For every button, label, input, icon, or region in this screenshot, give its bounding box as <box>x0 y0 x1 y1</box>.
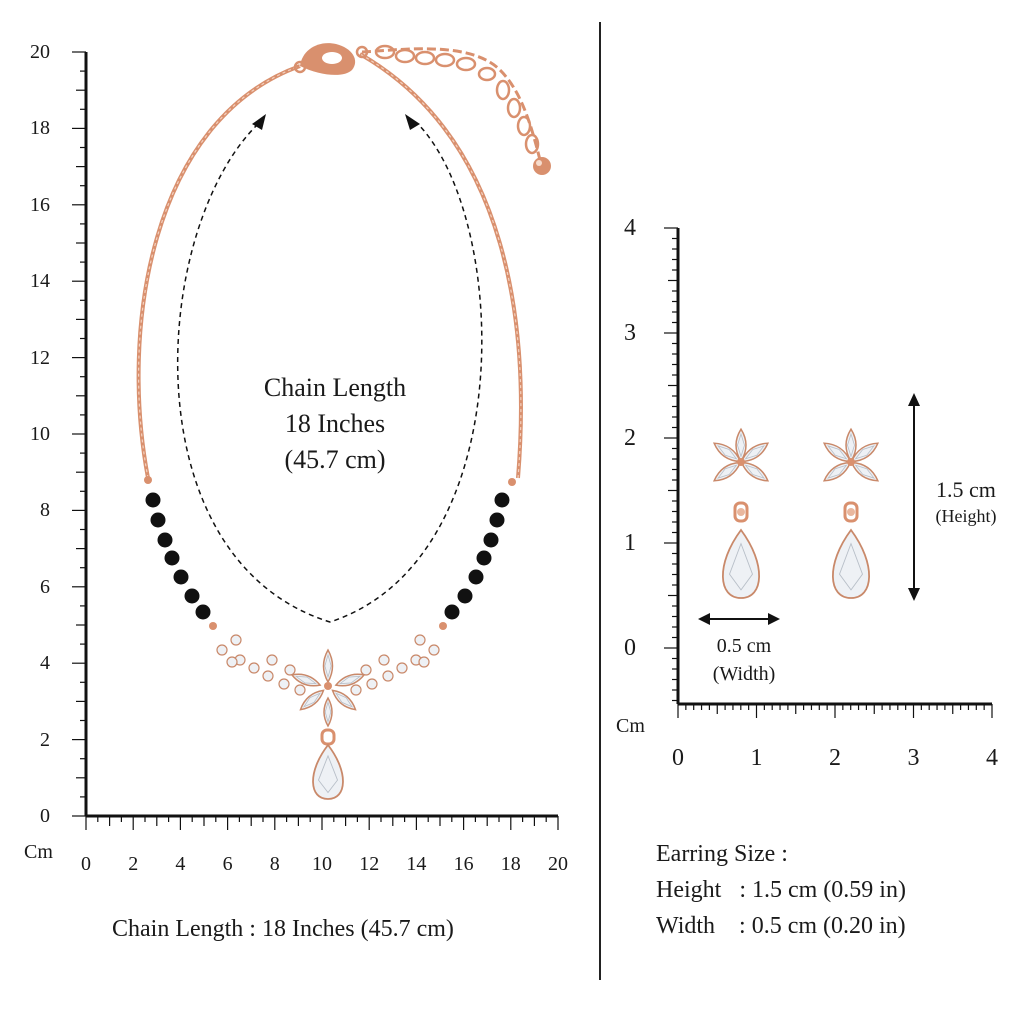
necklace-x-tick: 8 <box>269 853 280 875</box>
earring-width-sub: (Width) <box>712 663 776 685</box>
necklace-ruler <box>72 51 559 830</box>
earring-x-tick: 3 <box>907 745 920 771</box>
necklace-x-tick: 6 <box>222 853 233 875</box>
earring-y-tick: 1 <box>624 530 636 556</box>
lobster-clasp <box>293 43 369 75</box>
necklace-x-tick: 12 <box>359 853 380 875</box>
earring-x-tick: 0 <box>672 745 684 771</box>
black-beads <box>145 492 510 620</box>
chain-length-cm: (45.7 cm) <box>284 445 386 474</box>
earring-right <box>822 427 880 599</box>
necklace-y-tick: 4 <box>40 652 50 675</box>
chain-length-inches: 18 Inches <box>284 409 386 438</box>
earring-height-value: 1.5 cm <box>936 477 996 502</box>
necklace-x-tick: 4 <box>175 853 186 875</box>
necklace-x-tick: 2 <box>128 853 139 875</box>
earring-ruler <box>664 227 993 718</box>
necklace-x-tick: 10 <box>312 853 332 875</box>
earring-width-label: 0.5 cm (Width) <box>704 632 784 688</box>
chain-length-title: Chain Length <box>263 373 407 402</box>
necklace-x-tick: 0 <box>81 853 91 875</box>
necklace-y-tick: 10 <box>30 423 50 445</box>
necklace-y-tick: 8 <box>40 499 50 522</box>
height-arrow <box>908 393 920 601</box>
necklace-y-tick: 14 <box>30 270 50 293</box>
extender-bead <box>533 157 551 175</box>
necklace-y-tick: 20 <box>30 41 50 63</box>
necklace-y-tick: 2 <box>40 728 50 751</box>
necklace-x-tick: 20 <box>548 853 568 875</box>
earring-y-tick: 4 <box>624 215 636 241</box>
necklace-y-tick: 0 <box>40 805 50 827</box>
chain-length-indicator <box>176 123 483 623</box>
necklace-y-tick: 6 <box>40 575 50 598</box>
earring-left <box>712 427 770 599</box>
necklace-crystal-cluster <box>216 634 440 800</box>
necklace-chain <box>136 47 542 479</box>
earring-width-value: 0.5 cm <box>716 635 772 657</box>
necklace-y-tick: 18 <box>30 117 50 140</box>
earring-height-label: 1.5 cm (Height) <box>922 476 1010 528</box>
earring-size-title: Earring Size : <box>656 841 788 867</box>
earring-height-line: Height : 1.5 cm (0.59 in) <box>656 877 906 903</box>
earring-width-line: Width : 0.5 cm (0.20 in) <box>656 913 906 939</box>
earring-y-tick: 0 <box>624 635 636 661</box>
arrow-right-icon <box>405 114 420 130</box>
necklace-y-tick: 12 <box>30 346 50 369</box>
necklace-caption: Chain Length : 18 Inches (45.7 cm) <box>112 916 454 942</box>
extender-chain <box>374 44 540 155</box>
necklace-x-tick: 18 <box>500 853 521 875</box>
chain-length-annotation: Chain Length 18 Inches (45.7 cm) <box>232 370 438 478</box>
earring-y-tick: 3 <box>624 320 636 346</box>
necklace-x-tick: 14 <box>406 853 427 875</box>
earring-y-tick: 2 <box>624 425 636 451</box>
width-arrow <box>698 613 780 625</box>
arrow-left-icon <box>252 114 266 130</box>
earring-x-tick: 1 <box>750 745 763 771</box>
earring-size-spec: Earring Size : Height : 1.5 cm (0.59 in)… <box>656 836 906 944</box>
earring-x-tick: 4 <box>986 745 998 771</box>
necklace-unit-label: Cm <box>24 841 53 863</box>
necklace-y-tick: 16 <box>30 193 50 216</box>
earring-unit-label: Cm <box>616 715 645 737</box>
earring-x-tick: 2 <box>829 745 841 771</box>
earring-height-sub: (Height) <box>935 506 997 526</box>
necklace-x-tick: 16 <box>453 853 474 875</box>
